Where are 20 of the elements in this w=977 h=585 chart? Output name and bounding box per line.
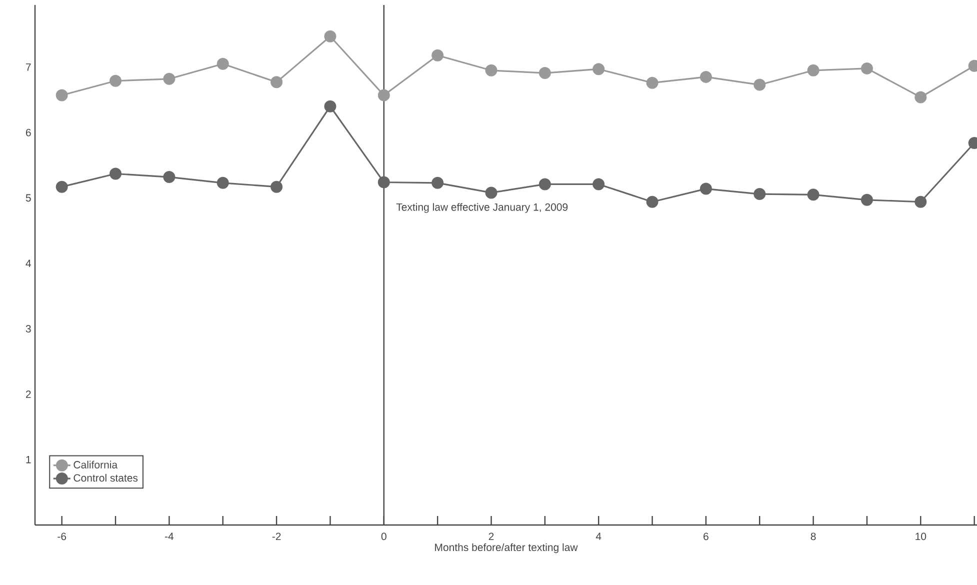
y-tick-label: 4	[26, 260, 31, 267]
x-tick-label: 6	[704, 532, 708, 540]
x-tick-label: 8	[810, 532, 816, 540]
y-tick-label: 3	[26, 325, 31, 332]
y-tick-label: 1	[26, 456, 31, 464]
y-tick-label: 7	[26, 64, 31, 71]
x-tick-label: -4	[164, 532, 174, 540]
legend-label: California	[74, 460, 118, 468]
x-tick-label: 4	[596, 532, 602, 540]
x-tick-label: 10	[916, 532, 926, 540]
legend-label: Control states	[74, 474, 138, 482]
x-tick-label: -2	[272, 532, 281, 540]
x-axis-title: Months before/after texting law	[435, 543, 578, 554]
x-tick-label: -6	[58, 532, 66, 540]
y-tick-label: 2	[26, 390, 31, 398]
y-tick-label: 5	[26, 194, 31, 202]
y-tick-label: 6	[26, 128, 31, 136]
ref-line-label: Texting law effective January 1, 2009	[396, 203, 568, 213]
x-tick-label: 0	[381, 532, 386, 540]
x-tick-label: 2	[488, 532, 494, 540]
